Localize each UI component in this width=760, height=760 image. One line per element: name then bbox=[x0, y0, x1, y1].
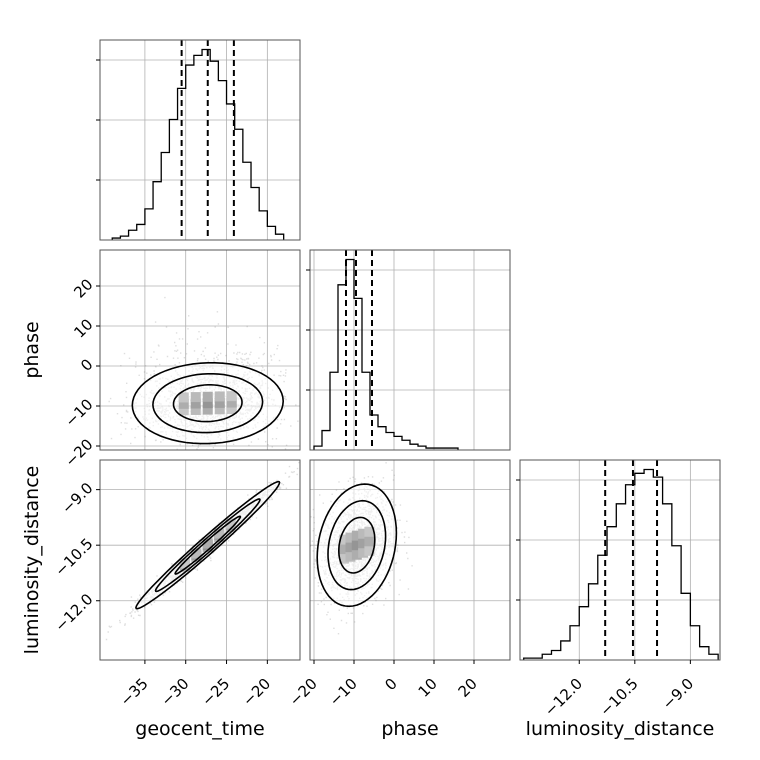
ylabel-phase: phase bbox=[21, 321, 43, 378]
hist-panel-luminosity_distance bbox=[520, 460, 720, 660]
xtick-label-geocent_time-3: −20 bbox=[239, 675, 274, 710]
xlabel-phase: phase bbox=[381, 718, 438, 740]
scatter-panel-geocent_time-luminosity_distance bbox=[100, 460, 300, 660]
xtick-label-geocent_time-0: −35 bbox=[117, 675, 152, 710]
hist-panel-geocent_time bbox=[100, 40, 300, 240]
ytick-label-luminosity_distance-2: −9.0 bbox=[58, 479, 96, 517]
xtick-label-phase-1: −10 bbox=[326, 675, 361, 710]
histogram-phase bbox=[313, 258, 459, 450]
xtick-label-phase-4: 20 bbox=[455, 675, 481, 701]
hist-panel-phase bbox=[310, 250, 510, 450]
ylabel-luminosity-distance: luminosity_distance bbox=[21, 466, 43, 655]
contour-2-0 bbox=[316, 483, 398, 608]
scatter-panel-phase-luminosity_distance bbox=[310, 460, 510, 660]
frame-2d-1 bbox=[99, 459, 301, 661]
ytick-label-phase-0: −20 bbox=[61, 435, 96, 470]
frame-hist-geocent_time bbox=[99, 39, 301, 241]
frame-2d-0 bbox=[99, 249, 301, 451]
xtick-label-phase-2: 0 bbox=[381, 675, 400, 694]
histogram-luminosity_distance bbox=[523, 468, 719, 660]
xtick-label-luminosity_distance-0: −12.0 bbox=[541, 675, 586, 720]
frame-2d-2 bbox=[309, 459, 511, 661]
contour-0-1 bbox=[152, 373, 264, 434]
ytick-label-luminosity_distance-1: −10.5 bbox=[51, 535, 96, 580]
ytick-label-phase-1: −10 bbox=[61, 395, 96, 430]
contour-0-0 bbox=[131, 362, 285, 445]
ytick-label-phase-3: 10 bbox=[70, 315, 96, 341]
frame-hist-phase bbox=[309, 249, 511, 451]
xtick-label-luminosity_distance-2: −9.0 bbox=[659, 675, 697, 713]
xtick-label-luminosity_distance-1: −10.5 bbox=[596, 675, 641, 720]
histogram-geocent_time bbox=[111, 48, 285, 240]
xtick-label-phase-0: −20 bbox=[286, 675, 321, 710]
ytick-label-phase-4: 20 bbox=[70, 275, 96, 301]
xtick-label-geocent_time-1: −30 bbox=[157, 675, 192, 710]
frame-hist-luminosity_distance bbox=[519, 459, 721, 661]
xlabel-geocent-time: geocent_time bbox=[135, 718, 264, 740]
xlabel-luminosity-distance: luminosity_distance bbox=[526, 718, 715, 740]
contour-1-0 bbox=[135, 480, 281, 610]
xtick-label-phase-3: 10 bbox=[415, 675, 441, 701]
contour-2-2 bbox=[337, 516, 376, 574]
contour-1-1 bbox=[154, 498, 261, 593]
ytick-label-phase-2: 0 bbox=[77, 355, 96, 374]
contour-1-2 bbox=[174, 515, 242, 575]
scatter-panel-geocent_time-phase bbox=[100, 250, 300, 450]
contour-2-1 bbox=[327, 499, 387, 591]
xtick-label-geocent_time-2: −25 bbox=[198, 675, 233, 710]
ytick-label-luminosity_distance-0: −12.0 bbox=[51, 590, 96, 635]
contour-0-2 bbox=[172, 384, 243, 423]
